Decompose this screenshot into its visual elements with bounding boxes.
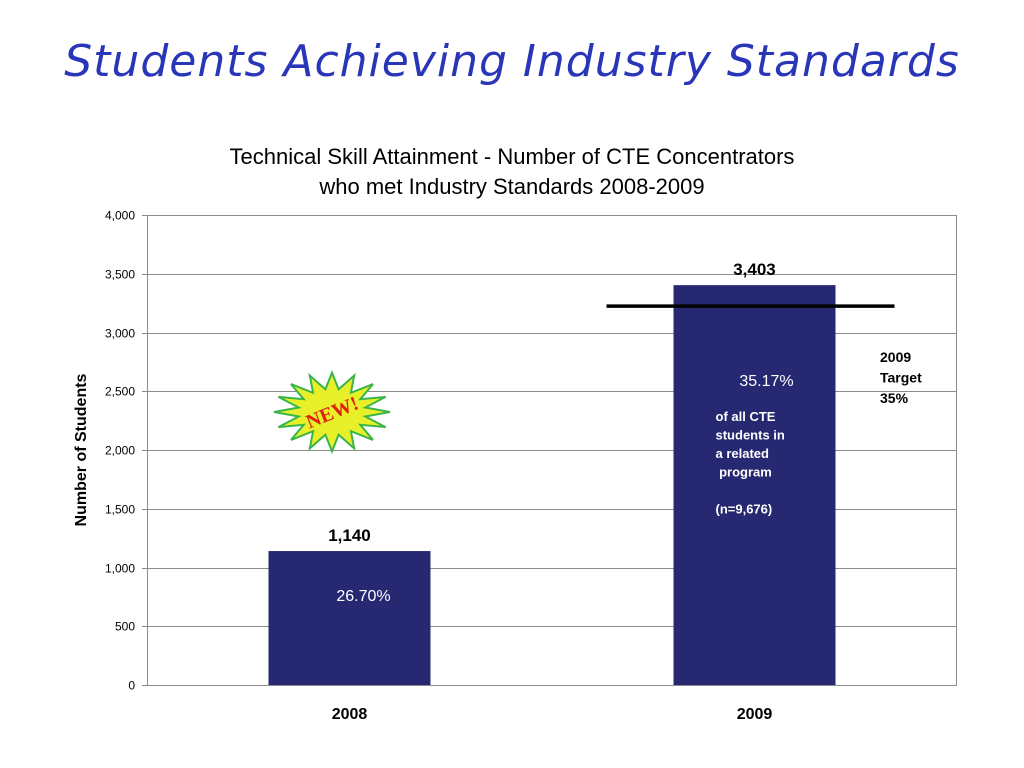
y-tick-label: 4,000: [105, 209, 135, 223]
target-label-line: 35%: [880, 390, 909, 406]
y-tick-labels: 0 500 1,000 1,500 2,000 2,500 3,000 3,500 4,000: [105, 209, 135, 693]
target-marker: 2009 Target 35%: [606, 304, 922, 406]
y-tick-label: 500: [115, 620, 135, 634]
slide-title: Students Achieving Industry Standards: [64, 36, 960, 87]
data-labels: 1,140 2008 3,403 2009 26.70% 35.17% of all CTE…: [328, 260, 793, 723]
y-tick-label: 1,500: [105, 503, 135, 517]
y-tick-label: 0: [128, 679, 135, 693]
y-tick-label: 2,500: [105, 385, 135, 399]
bar-note-line: a related: [716, 446, 770, 461]
percent-label-2008: 26.70%: [336, 588, 390, 605]
chart-title-line-2: who met Industry Standards 2008-2009: [319, 174, 705, 199]
y-tick-label: 2,000: [105, 444, 135, 458]
bar-note-line: of all CTE: [716, 409, 776, 424]
y-tick-label: 1,000: [105, 562, 135, 576]
starburst-badge-icon: [273, 369, 391, 455]
axes: [142, 215, 957, 686]
y-tick-label: 3,000: [105, 327, 135, 341]
bar-note-line: (n=9,676): [716, 502, 773, 517]
bar-note-line: students in: [716, 428, 785, 443]
chart-title: Technical Skill Attainment - Number of C…: [180, 142, 844, 202]
y-axis-title: Number of Students: [73, 373, 90, 526]
target-label-line: 2009: [880, 349, 911, 365]
x-tick-label-2008: 2008: [332, 706, 368, 723]
bar-2009: [673, 285, 836, 685]
bars: [268, 285, 836, 685]
bar-note-line: program: [716, 465, 772, 480]
new-badge: NEW!: [273, 369, 391, 455]
chart-title-line-1: Technical Skill Attainment - Number of C…: [229, 144, 795, 169]
percent-label-2009: 35.17%: [739, 373, 793, 390]
bar-2008: [268, 551, 431, 685]
y-tick-label: 3,500: [105, 268, 135, 282]
value-label-2008: 1,140: [328, 526, 371, 545]
value-label-2009: 3,403: [733, 260, 776, 279]
x-tick-label-2009: 2009: [737, 706, 773, 723]
target-label-line: Target: [880, 370, 922, 386]
